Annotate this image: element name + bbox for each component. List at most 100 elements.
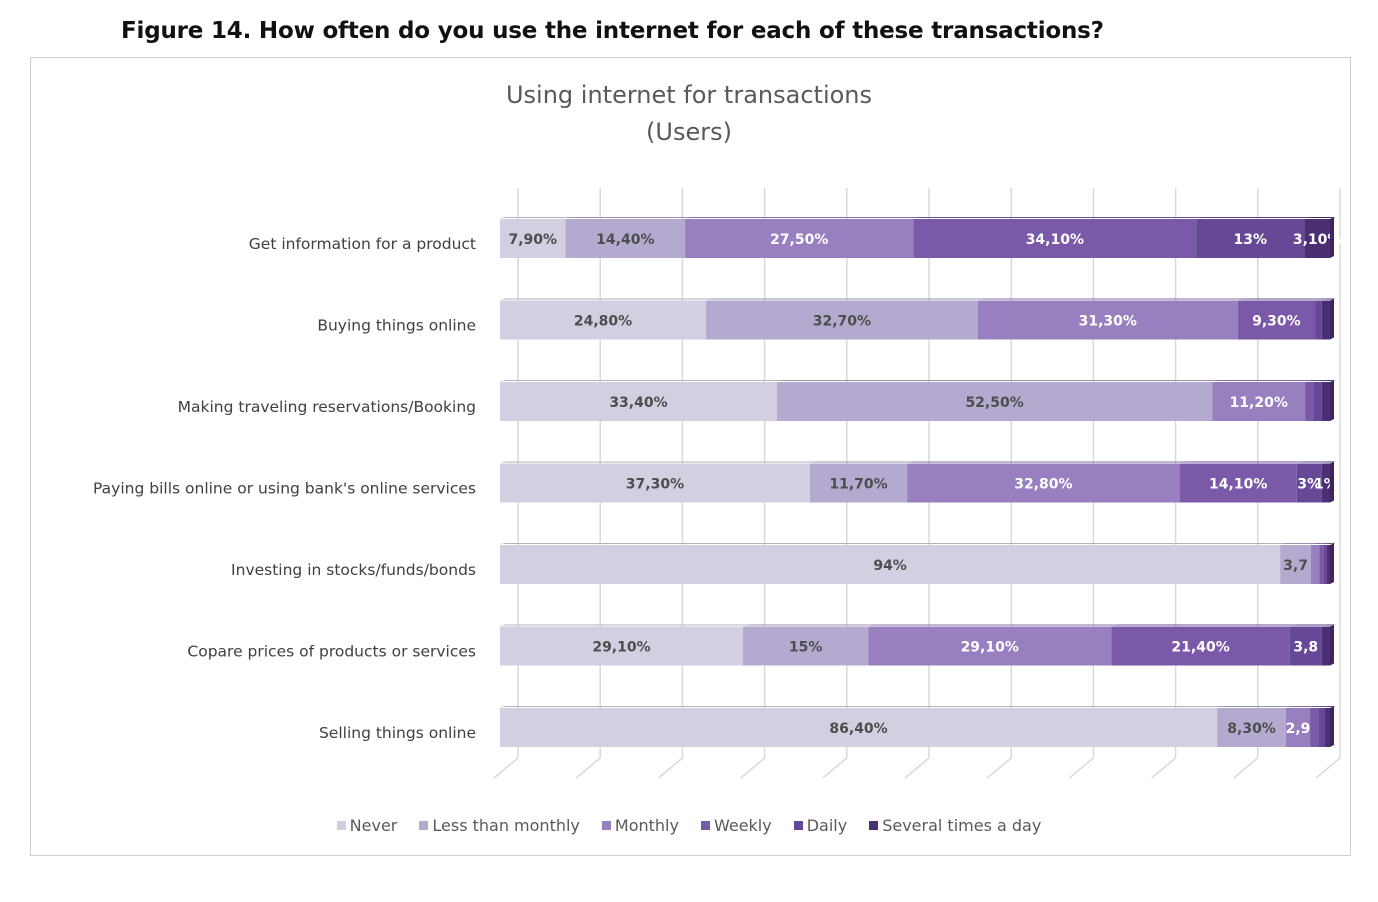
bar-segment — [500, 219, 566, 258]
bar-segment — [1321, 463, 1330, 503]
floor-gridline — [1233, 757, 1259, 779]
data-label: 29,10% — [592, 640, 650, 656]
bar-segment — [913, 219, 1197, 258]
category-label: Paying bills online or using bank's onli… — [93, 480, 476, 498]
bar-segment-top — [1237, 298, 1322, 300]
chart-legend: Never Less than monthly Monthly Weekly Daily… — [0, 816, 1378, 835]
category-label: Investing in stocks/funds/bonds — [231, 561, 476, 579]
bar-segment — [868, 626, 1112, 666]
legend-swatch — [601, 821, 611, 830]
bar-segment — [1321, 626, 1330, 666]
data-label: 1% — [1314, 477, 1338, 493]
legend-label: Less than monthly — [432, 816, 580, 835]
bar-segment-top — [685, 217, 920, 218]
legend-swatch — [793, 821, 803, 830]
bar-segment-top — [1212, 380, 1312, 381]
bar-row: Copare prices of products or services 29,… — [187, 624, 1336, 666]
bar-segment-top — [500, 380, 783, 381]
bar-end-cap — [1330, 706, 1334, 747]
bar-segment-top — [706, 298, 984, 300]
data-label: 15% — [789, 640, 823, 656]
bar-segment — [685, 219, 914, 258]
bar-segment — [1313, 382, 1322, 421]
bar-segment-top — [1305, 380, 1320, 381]
bar-end-cap — [1330, 298, 1334, 340]
bar-end-cap — [1330, 380, 1334, 421]
data-label: 3,10% — [1293, 232, 1342, 248]
data-label: 34,10% — [1026, 232, 1084, 248]
bar-segment-top — [1310, 706, 1325, 707]
legend-swatch — [869, 821, 879, 830]
legend-swatch — [419, 821, 429, 830]
bar-segment-top — [977, 298, 1244, 300]
bar-segment-top — [1111, 624, 1296, 626]
bar-segment-top — [1289, 624, 1328, 626]
bar-end-cap — [1330, 461, 1334, 503]
data-label: 33,40% — [609, 395, 667, 411]
bar-segment-top — [500, 461, 816, 463]
data-label: 2,9 — [1286, 721, 1311, 737]
category-label: Making traveling reservations/Booking — [178, 398, 476, 416]
bar-segment-top — [809, 461, 914, 463]
figure-caption: Figure 14. How often do you use the inte… — [121, 18, 1104, 44]
bar-segment — [500, 382, 777, 421]
bar-segment — [1310, 545, 1320, 584]
bar-segment — [1325, 708, 1330, 747]
legend-item: Never — [336, 816, 397, 835]
bar-segment — [977, 300, 1238, 340]
bar-segment — [1326, 545, 1330, 584]
legend-item: Several times a day — [869, 816, 1041, 835]
bar-segment — [1111, 626, 1290, 666]
data-label: 94% — [873, 558, 907, 574]
bar-segment — [500, 463, 810, 503]
legend-label: Weekly — [713, 816, 772, 835]
bar-segment — [1304, 219, 1330, 258]
data-label: 7,90% — [508, 232, 557, 248]
bar-row: Buying things online 24,80% 32,70% 31,30% 9,… — [317, 298, 1336, 340]
floor-gridline — [575, 757, 601, 779]
bar-segment — [1212, 382, 1306, 421]
bar-segment — [1280, 545, 1311, 584]
data-label: 14,10% — [1209, 477, 1267, 493]
data-label: 27,50% — [770, 232, 828, 248]
bar-segment — [500, 708, 1218, 747]
data-label: 11,70% — [829, 477, 887, 493]
bar-segment — [742, 626, 869, 666]
floor-gridline — [904, 757, 930, 779]
legend-label: Daily — [806, 816, 848, 835]
bar-segment — [1323, 545, 1327, 584]
bar-segment-top — [1321, 624, 1336, 626]
bar-segment-top — [1217, 706, 1293, 707]
category-label: Selling things online — [319, 724, 476, 742]
bar-segment-top — [500, 543, 1287, 544]
bar-segment-top — [1280, 543, 1317, 544]
bar-segment — [1321, 300, 1330, 340]
bar-segment — [776, 382, 1213, 421]
data-label: 13% — [1234, 232, 1268, 248]
bar-segment — [907, 463, 1180, 503]
bar-segment-top — [868, 624, 1118, 626]
legend-item: Less than monthly — [419, 816, 580, 835]
bar-end-cap — [1330, 543, 1334, 584]
legend-label: Monthly — [614, 816, 679, 835]
bar-segment-top — [1286, 706, 1317, 707]
bar-segment-top — [1321, 380, 1336, 381]
data-label: 21,40% — [1171, 640, 1229, 656]
data-label: 37,30% — [626, 477, 684, 493]
bar-segment-top — [776, 380, 1219, 381]
bar-segment-top — [1315, 298, 1328, 300]
chart-subtitle: (Users) — [646, 118, 732, 146]
bar-segment-top — [1321, 461, 1336, 463]
data-label: 8,30% — [1227, 721, 1276, 737]
bar-segment-top — [1318, 706, 1332, 707]
legend-label: Several times a day — [882, 816, 1042, 835]
bar-segment-top — [907, 461, 1186, 463]
bar-segment-top — [1319, 543, 1330, 544]
bar-segment-top — [500, 298, 713, 300]
bar-segment — [500, 626, 743, 666]
bar-segment — [1315, 300, 1322, 340]
bar-segment-top — [500, 217, 572, 218]
category-label: Copare prices of products or services — [187, 643, 476, 661]
bar-segment-top — [1296, 461, 1328, 463]
